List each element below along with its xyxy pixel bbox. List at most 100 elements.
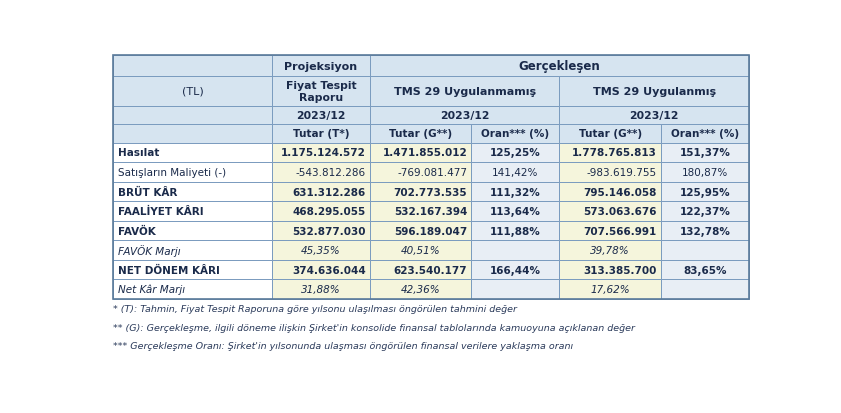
Bar [272, 182, 370, 202]
Text: 125,95%: 125,95% [680, 187, 730, 197]
Text: 623.540.177: 623.540.177 [394, 265, 468, 275]
Bar [272, 107, 370, 125]
Text: 31,88%: 31,88% [301, 285, 341, 294]
Bar [471, 280, 559, 299]
Text: 83,65%: 83,65% [683, 265, 727, 275]
Text: 596.189.047: 596.189.047 [394, 226, 468, 236]
Text: 795.146.058: 795.146.058 [584, 187, 657, 197]
Bar [559, 143, 661, 163]
Bar [370, 260, 471, 280]
Text: -543.812.286: -543.812.286 [296, 168, 366, 178]
Text: 313.385.700: 313.385.700 [584, 265, 657, 275]
Text: 468.295.055: 468.295.055 [293, 206, 366, 216]
Bar [370, 182, 471, 202]
Text: -769.081.477: -769.081.477 [397, 168, 468, 178]
Bar [272, 241, 370, 260]
Bar [113, 260, 272, 280]
Text: Fiyat Tespit
Raporu: Fiyat Tespit Raporu [286, 81, 357, 102]
Bar [113, 56, 272, 77]
Bar [370, 143, 471, 163]
Bar [370, 241, 471, 260]
Bar [661, 280, 749, 299]
Text: ** (G): Gerçekleşme, ilgili döneme ilişkin Şirket'in konsolide finansal tablolar: ** (G): Gerçekleşme, ilgili döneme ilişk… [113, 323, 635, 332]
Text: 573.063.676: 573.063.676 [584, 206, 657, 216]
Text: Projeksiyon: Projeksiyon [284, 62, 357, 71]
Text: 113,64%: 113,64% [490, 206, 541, 216]
Bar [113, 56, 749, 299]
Bar [559, 280, 661, 299]
Bar [272, 202, 370, 221]
Text: TMS 29 Uygulanmış: TMS 29 Uygulanmış [593, 87, 716, 97]
Text: 532.877.030: 532.877.030 [293, 226, 366, 236]
Bar [471, 125, 559, 143]
Bar [661, 182, 749, 202]
Text: Net Kâr Marjı: Net Kâr Marjı [118, 284, 185, 295]
Text: 702.773.535: 702.773.535 [394, 187, 468, 197]
Text: 180,87%: 180,87% [682, 168, 728, 178]
Bar [370, 163, 471, 182]
Text: 2023/12: 2023/12 [440, 111, 489, 121]
Bar [272, 280, 370, 299]
Bar [559, 163, 661, 182]
Bar [661, 163, 749, 182]
Text: Tutar (T*): Tutar (T*) [293, 129, 349, 139]
Bar [559, 182, 661, 202]
Text: (TL): (TL) [182, 87, 204, 97]
Text: FAALİYET KÂRI: FAALİYET KÂRI [118, 206, 204, 216]
Bar [559, 202, 661, 221]
Bar [471, 260, 559, 280]
Bar [559, 107, 749, 125]
Bar [471, 182, 559, 202]
Bar [113, 163, 272, 182]
Bar [661, 143, 749, 163]
Text: TMS 29 Uygulanmamış: TMS 29 Uygulanmamış [394, 87, 536, 97]
Text: 39,78%: 39,78% [590, 245, 630, 256]
Bar [113, 182, 272, 202]
Bar [559, 260, 661, 280]
Bar [113, 107, 272, 125]
Text: Gerçekleşen: Gerçekleşen [519, 60, 600, 73]
Bar [661, 260, 749, 280]
Text: 122,37%: 122,37% [680, 206, 731, 216]
Text: FAVÖK Marjı: FAVÖK Marjı [118, 244, 180, 256]
Text: Tutar (G**): Tutar (G**) [389, 129, 452, 139]
Text: Oran*** (%): Oran*** (%) [671, 129, 739, 139]
Text: 2023/12: 2023/12 [296, 111, 346, 121]
Bar [370, 125, 471, 143]
Text: 111,88%: 111,88% [490, 226, 541, 236]
Bar [370, 77, 559, 107]
Text: FAVÖK: FAVÖK [118, 226, 156, 236]
Text: NET DÖNEM KÂRI: NET DÖNEM KÂRI [118, 265, 220, 275]
Text: *** Gerçekleşme Oranı: Şirket'in yılsonunda ulaşması öngörülen finansal verilere: *** Gerçekleşme Oranı: Şirket'in yılsonu… [113, 342, 573, 351]
Bar [661, 241, 749, 260]
Text: 1.778.765.813: 1.778.765.813 [572, 148, 657, 158]
Bar [370, 221, 471, 241]
Text: 132,78%: 132,78% [680, 226, 731, 236]
Bar [113, 280, 272, 299]
Bar [370, 280, 471, 299]
Bar [272, 77, 370, 107]
Text: BRÜT KÂR: BRÜT KÂR [118, 187, 177, 197]
Text: 17,62%: 17,62% [590, 285, 630, 294]
Text: 42,36%: 42,36% [400, 285, 441, 294]
Bar [113, 202, 272, 221]
Bar [272, 163, 370, 182]
Bar [113, 125, 272, 143]
Text: 2023/12: 2023/12 [630, 111, 679, 121]
Bar [559, 221, 661, 241]
Text: 374.636.044: 374.636.044 [292, 265, 366, 275]
Text: 40,51%: 40,51% [400, 245, 441, 256]
Text: Satışların Maliyeti (-): Satışların Maliyeti (-) [118, 168, 225, 178]
Bar [370, 202, 471, 221]
Text: 1.471.855.012: 1.471.855.012 [383, 148, 468, 158]
Bar [471, 241, 559, 260]
Text: 141,42%: 141,42% [492, 168, 538, 178]
Bar [272, 221, 370, 241]
Bar [661, 202, 749, 221]
Text: 532.167.394: 532.167.394 [394, 206, 468, 216]
Bar [113, 241, 272, 260]
Text: 111,32%: 111,32% [490, 187, 541, 197]
Text: 1.175.124.572: 1.175.124.572 [281, 148, 366, 158]
Bar [471, 221, 559, 241]
Text: 151,37%: 151,37% [680, 148, 731, 158]
